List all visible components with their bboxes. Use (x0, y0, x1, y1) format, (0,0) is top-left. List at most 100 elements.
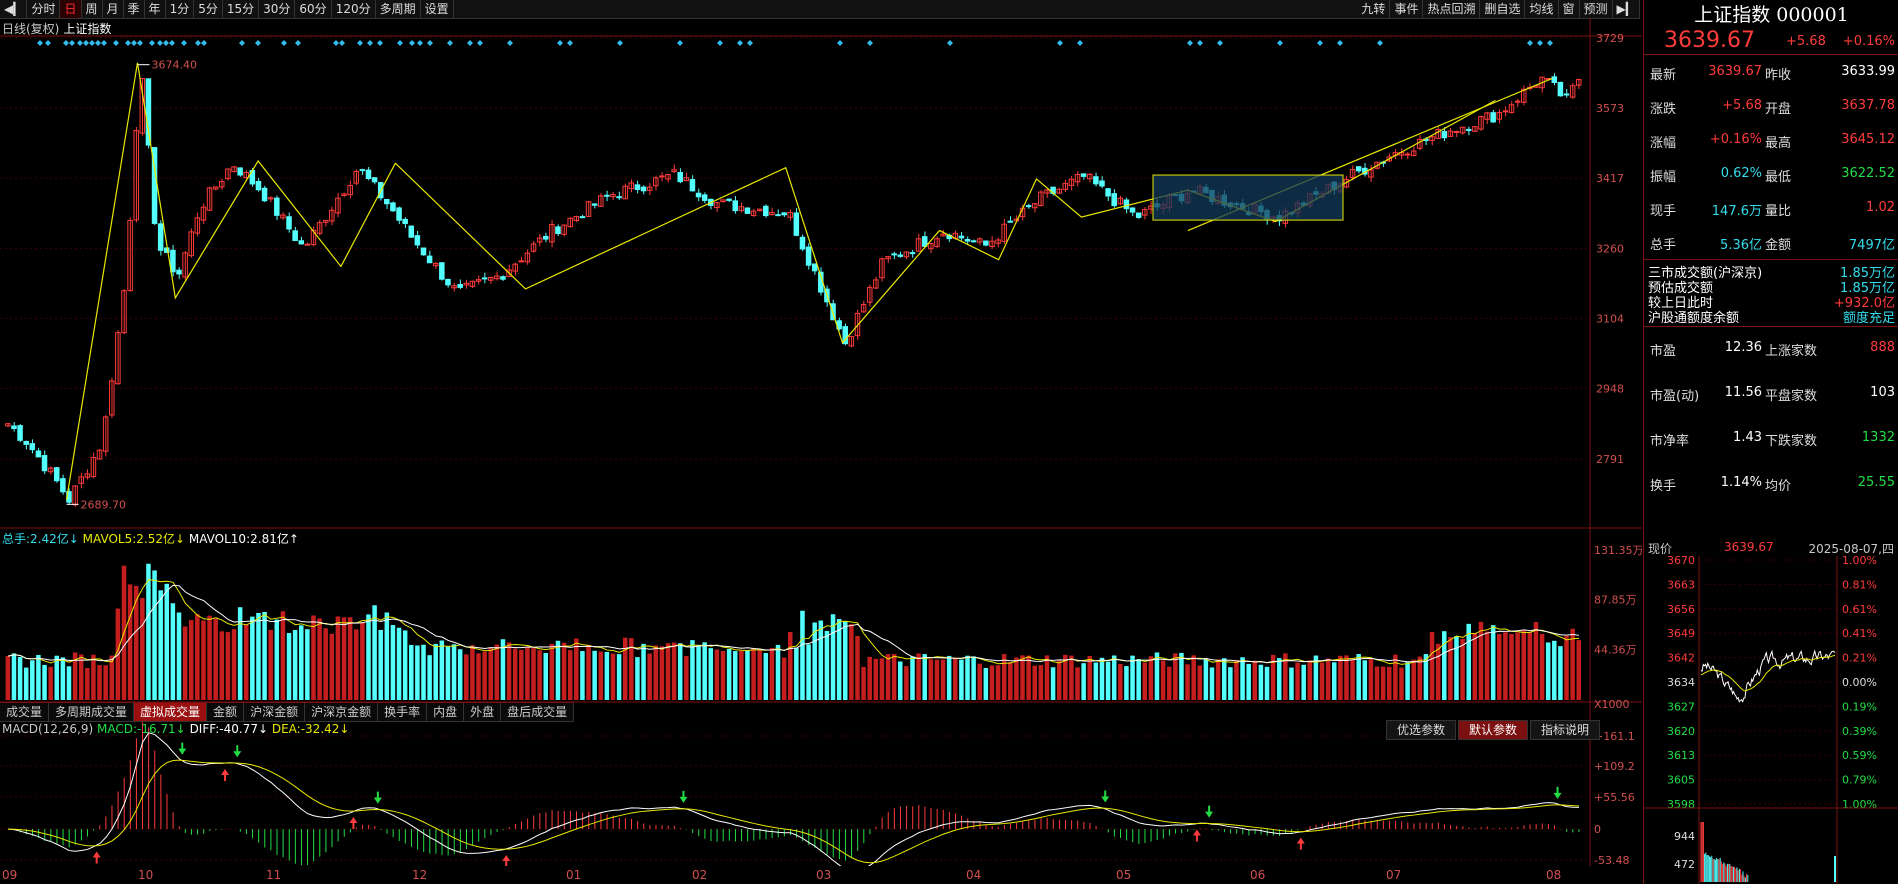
candle-body (915, 238, 922, 252)
volume-unit: X1000 (1594, 698, 1630, 711)
volume-bar (5, 656, 11, 700)
volume-tab-2[interactable]: 虚拟成交量 (134, 703, 208, 721)
volume-bar (1215, 659, 1221, 700)
macd-button-0[interactable]: 优选参数 (1386, 720, 1457, 740)
period-tab-8[interactable]: 15分 (223, 0, 260, 18)
volume-bar (592, 650, 597, 700)
period-tab-10[interactable]: 60分 (295, 0, 332, 18)
macd-button-1[interactable]: 默认参数 (1458, 720, 1529, 740)
price-change-pct: +0.16% (1842, 34, 1895, 49)
volume-bar (916, 653, 921, 700)
period-tab-6[interactable]: 1分 (166, 0, 195, 18)
volume-bar (262, 612, 267, 700)
candle-body (659, 175, 665, 178)
volume-bar (470, 645, 475, 700)
period-tab-9[interactable]: 30分 (259, 0, 296, 18)
volume-tab-1[interactable]: 多周期成交量 (49, 703, 135, 721)
period-tab-5[interactable]: 年 (145, 0, 166, 18)
volume-bar (1069, 655, 1074, 700)
volume-bar (1405, 662, 1410, 700)
volume-bar (54, 655, 60, 700)
candle-body (512, 263, 518, 272)
candle-body (610, 193, 616, 198)
period-tab-7[interactable]: 5分 (194, 0, 223, 18)
period-tab-13[interactable]: 设置 (421, 0, 454, 18)
right-tool-1[interactable]: 事件 (1390, 0, 1424, 18)
volume-bar (311, 615, 316, 700)
signal-diamond (157, 40, 163, 46)
signal-diamond (1277, 40, 1283, 46)
quote-label: 总手 (1650, 238, 1677, 253)
right-tool-0[interactable]: 九转 (1357, 0, 1391, 18)
volume-bar (256, 612, 261, 700)
volume-tab-4[interactable]: 沪深金额 (244, 703, 306, 721)
candle-body (11, 425, 17, 430)
right-tool-6[interactable]: 预测 (1580, 0, 1613, 18)
candle-body (1441, 131, 1448, 139)
period-tab-11[interactable]: 120分 (332, 0, 376, 18)
volume-bar (85, 667, 90, 700)
candle-body (1025, 205, 1032, 208)
toolbar-next-icon[interactable]: ▶▎ (1613, 0, 1640, 18)
volume-tab-9[interactable]: 盘后成交量 (501, 703, 575, 721)
signal-diamond (77, 40, 83, 46)
volume-bar (983, 667, 989, 700)
candle-body (793, 212, 800, 236)
volume-tab-8[interactable]: 外盘 (464, 703, 502, 721)
volume-bar (818, 620, 824, 700)
volume-bar (1331, 662, 1337, 700)
volume-bar (1478, 621, 1484, 700)
candle-body (1368, 169, 1374, 178)
vol-ma5-value: 2.52亿↓ (136, 532, 186, 546)
signal-diamond (377, 40, 383, 46)
candle-body (744, 207, 751, 214)
toolbar-prev-icon[interactable]: ◀▎ (0, 0, 28, 18)
volume-bar (439, 640, 445, 700)
volume-tab-3[interactable]: 金额 (207, 703, 245, 721)
candle-body (261, 187, 268, 202)
volume-bar (360, 622, 365, 700)
volume-bar (904, 666, 909, 700)
volume-bar (861, 666, 866, 700)
right-tool-2[interactable]: 热点回溯 (1423, 0, 1481, 18)
right-tool-5[interactable]: 窗 (1559, 0, 1580, 18)
quote-value: 3639.67 (1708, 64, 1762, 79)
volume-bar (775, 644, 781, 700)
volume-tab-5[interactable]: 沪深京金额 (305, 703, 379, 721)
mini-left-tick: 3627 (1667, 700, 1695, 713)
volume-bar (464, 654, 469, 700)
market-value: 1.85万亿 (1840, 281, 1895, 296)
mini-date: 2025-08-07,四 (1808, 542, 1894, 556)
candle-body (170, 249, 176, 273)
volume-bar (1350, 660, 1355, 700)
volume-tab-7[interactable]: 内盘 (427, 703, 465, 721)
right-tool-4[interactable]: 均线 (1525, 0, 1559, 18)
volume-bar (409, 644, 414, 700)
market-label: 预估成交额 (1648, 281, 1714, 296)
macd-button-2[interactable]: 指标说明 (1530, 720, 1601, 740)
volume-tab-6[interactable]: 换手率 (378, 703, 428, 721)
period-tab-3[interactable]: 月 (103, 0, 124, 18)
period-tab-2[interactable]: 周 (82, 0, 103, 18)
candle-body (1074, 173, 1081, 183)
candle-body (1465, 128, 1472, 131)
candle-body (653, 177, 659, 187)
volume-tab-0[interactable]: 成交量 (0, 703, 50, 721)
candle-body (133, 130, 139, 221)
candle-body (622, 185, 628, 200)
candle-body (359, 169, 366, 172)
volume-bar (1545, 642, 1551, 700)
period-tab-12[interactable]: 多周期 (376, 0, 421, 18)
candle-body (964, 239, 971, 242)
right-tool-3[interactable]: 删自选 (1480, 0, 1526, 18)
stat-label: 市盈 (1650, 344, 1677, 359)
period-tab-0[interactable]: 分时 (27, 0, 61, 18)
period-tab-4[interactable]: 季 (124, 0, 145, 18)
mavol10-line (7, 584, 1580, 664)
volume-bar (354, 629, 359, 700)
volume-bar (78, 654, 84, 700)
macd-name: MACD(12,26,9) (2, 722, 94, 736)
period-tab-1[interactable]: 日 (60, 0, 82, 18)
stat-label: 市净率 (1650, 434, 1690, 449)
mini-right-tick: 0.00% (1842, 676, 1877, 689)
